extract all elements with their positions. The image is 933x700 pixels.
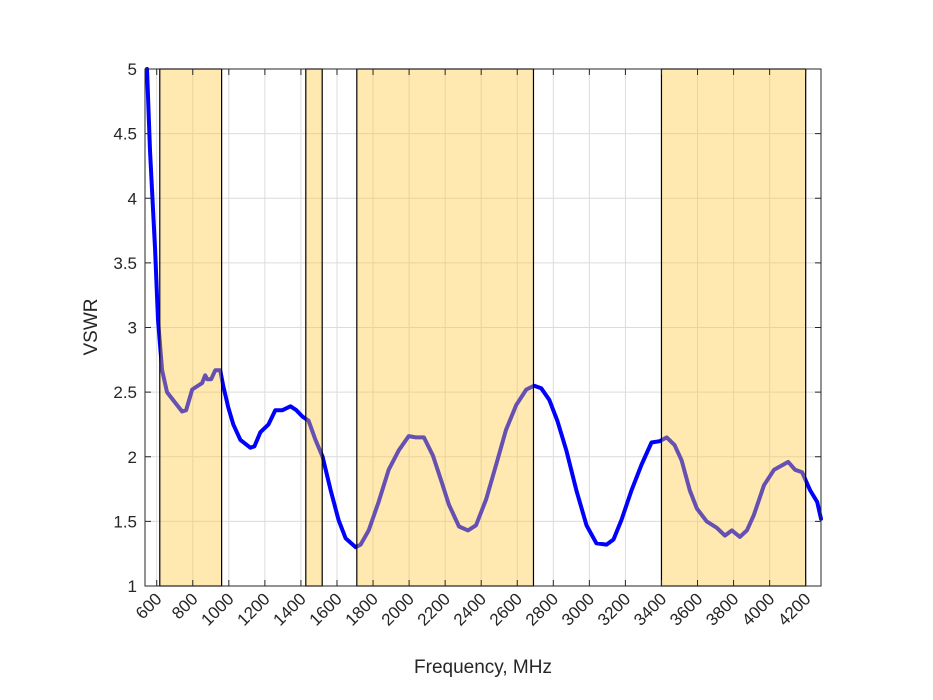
y-tick-label: 1 <box>128 577 137 596</box>
x-tick-label: 3800 <box>702 589 742 629</box>
x-tick-label: 3000 <box>558 589 598 629</box>
y-tick-label: 2 <box>128 448 137 467</box>
x-tick-label: 3400 <box>630 589 670 629</box>
x-tick-label: 800 <box>168 589 201 622</box>
x-tick-label: 600 <box>132 589 165 622</box>
x-tick-label: 2200 <box>414 589 454 629</box>
x-tick-label: 2800 <box>522 589 562 629</box>
frequency-band <box>356 68 535 587</box>
y-tick-label: 3.5 <box>113 254 137 273</box>
grid <box>145 68 821 587</box>
x-tick-label: 1600 <box>306 589 346 629</box>
y-tick-label: 4.5 <box>113 125 137 144</box>
frequency-band <box>305 68 323 587</box>
highlight-bands <box>159 68 807 587</box>
y-axis-label: VSWR <box>81 299 102 356</box>
x-tick-label: 2600 <box>486 589 526 629</box>
x-tick-label: 3600 <box>666 589 706 629</box>
y-tick-label: 1.5 <box>113 512 137 531</box>
series-lines <box>145 67 823 550</box>
y-tick-label: 2.5 <box>113 383 137 402</box>
frequency-band <box>159 68 223 587</box>
x-tick-label: 4000 <box>738 589 778 629</box>
x-tick-label: 1800 <box>342 589 382 629</box>
y-tick-label: 4 <box>128 189 137 208</box>
x-axis-label: Frequency, MHz <box>414 657 552 678</box>
x-tick-label: 1200 <box>234 589 274 629</box>
x-tick-label: 4200 <box>774 589 814 629</box>
x-tick-label: 1000 <box>197 589 237 629</box>
x-tick-label: 2400 <box>450 589 490 629</box>
x-tick-label: 2000 <box>378 589 418 629</box>
x-tick-label: 3200 <box>594 589 634 629</box>
vswr-line <box>145 67 823 550</box>
x-tick-label: 1400 <box>270 589 310 629</box>
y-tick-label: 5 <box>128 60 137 79</box>
y-tick-label: 3 <box>128 319 137 338</box>
frequency-band <box>660 68 807 587</box>
